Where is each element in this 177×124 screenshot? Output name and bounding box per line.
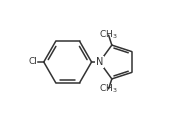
Text: CH$_3$: CH$_3$ xyxy=(99,83,118,95)
Text: CH$_3$: CH$_3$ xyxy=(99,29,118,41)
Text: N: N xyxy=(96,57,103,67)
Text: Cl: Cl xyxy=(29,58,38,66)
